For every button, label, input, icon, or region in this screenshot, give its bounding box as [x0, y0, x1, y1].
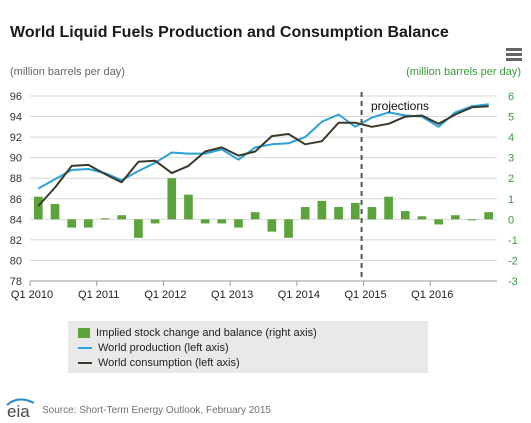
stock-change-bar — [267, 219, 277, 232]
stock-change-bar — [284, 219, 293, 238]
x-tick-label: Q1 2010 — [11, 289, 53, 301]
x-tick-label: Q1 2014 — [278, 289, 320, 301]
left-tick-label: 78 — [10, 276, 22, 288]
stock-change-bar — [200, 219, 210, 224]
stock-change-bar — [100, 218, 110, 220]
projections-label: projections — [371, 99, 429, 113]
legend-label: World consumption (left axis) — [98, 357, 240, 369]
right-tick-label: 3 — [508, 153, 514, 165]
left-tick-label: 94 — [10, 112, 22, 124]
right-tick-label: 0 — [508, 214, 514, 226]
right-tick-label: -3 — [508, 276, 518, 288]
left-tick-label: 90 — [10, 153, 22, 165]
stock-change-bar — [167, 178, 177, 220]
x-tick-label: Q1 2013 — [211, 289, 253, 301]
stock-change-bar — [117, 215, 127, 220]
eia-logo-text: eia — [7, 402, 30, 420]
series-lines — [37, 103, 489, 207]
right-tick-label: -1 — [508, 235, 518, 247]
x-tick-label: Q1 2016 — [411, 289, 453, 301]
stock-change-bar — [217, 219, 227, 224]
right-tick-label: 1 — [508, 194, 514, 206]
left-tick-label: 88 — [10, 173, 22, 185]
stock-change-bar — [50, 203, 60, 220]
legend: Implied stock change and balance (right … — [68, 321, 428, 373]
stock-change-bar — [67, 219, 77, 228]
stock-change-bar — [417, 216, 427, 220]
stock-change-bar — [367, 207, 377, 220]
stock-change-bar — [334, 207, 343, 220]
legend-item-production[interactable]: World production (left axis) — [78, 341, 229, 355]
right-tick-label: 2 — [508, 173, 514, 185]
right-tick-label: 4 — [508, 132, 514, 144]
grid-lines — [30, 95, 497, 282]
axes: 78 80 82 84 86 88 90 92 94 96 -3 -2 -1 0 1 2 3 4 5 6 Q1 2010… — [10, 91, 518, 301]
x-tick-label: Q1 2012 — [144, 289, 186, 301]
stock-change-bar — [317, 200, 327, 220]
right-tick-label: 6 — [508, 91, 514, 103]
stock-change-bar — [350, 202, 360, 220]
right-axis-title: (million barrels per day) — [406, 66, 521, 78]
stock-change-bar — [484, 212, 493, 220]
eia-logo: eia — [6, 398, 35, 420]
left-axis-title: (million barrels per day) — [10, 66, 125, 78]
x-tick-label: Q1 2011 — [78, 289, 119, 301]
chart-title: World Liquid Fuels Production and Consum… — [10, 24, 449, 41]
stock-change-bar — [467, 219, 477, 221]
left-tick-label: 84 — [10, 214, 22, 226]
stock-change-bar — [400, 211, 410, 220]
legend-label: World production (left axis) — [98, 342, 229, 354]
legend-line-swatch — [78, 362, 92, 364]
stock-change-bar — [134, 219, 143, 238]
stock-change-bar — [150, 219, 160, 224]
world-consumption-line — [37, 105, 489, 207]
legend-label: Implied stock change and balance (right … — [96, 327, 317, 339]
right-tick-label: 5 — [508, 112, 514, 124]
stock-change-bar — [234, 219, 243, 228]
left-tick-label: 96 — [10, 91, 22, 103]
left-tick-label: 82 — [10, 235, 22, 247]
stock-change-bar — [384, 196, 393, 220]
stock-change-bar — [84, 219, 93, 228]
source-note: Source: Short-Term Energy Outlook, Febru… — [42, 405, 271, 416]
hamburger-menu-icon[interactable] — [506, 48, 522, 62]
left-tick-label: 80 — [10, 255, 22, 267]
right-tick-label: -2 — [508, 255, 518, 267]
stock-change-bar — [184, 194, 193, 220]
legend-line-swatch — [78, 347, 92, 349]
stock-change-bar — [300, 207, 310, 220]
stock-change-bar — [250, 212, 260, 220]
legend-bar-swatch — [78, 328, 90, 338]
left-tick-label: 92 — [10, 132, 22, 144]
stock-change-bar — [450, 215, 460, 220]
stock-change-bar — [34, 196, 43, 220]
stock-change-bar — [434, 219, 443, 225]
left-tick-label: 86 — [10, 194, 22, 206]
stock-change-bars — [34, 178, 493, 238]
legend-item-stock-change[interactable]: Implied stock change and balance (right … — [78, 326, 317, 340]
x-tick-label: Q1 2015 — [344, 289, 386, 301]
legend-item-consumption[interactable]: World consumption (left axis) — [78, 356, 240, 370]
